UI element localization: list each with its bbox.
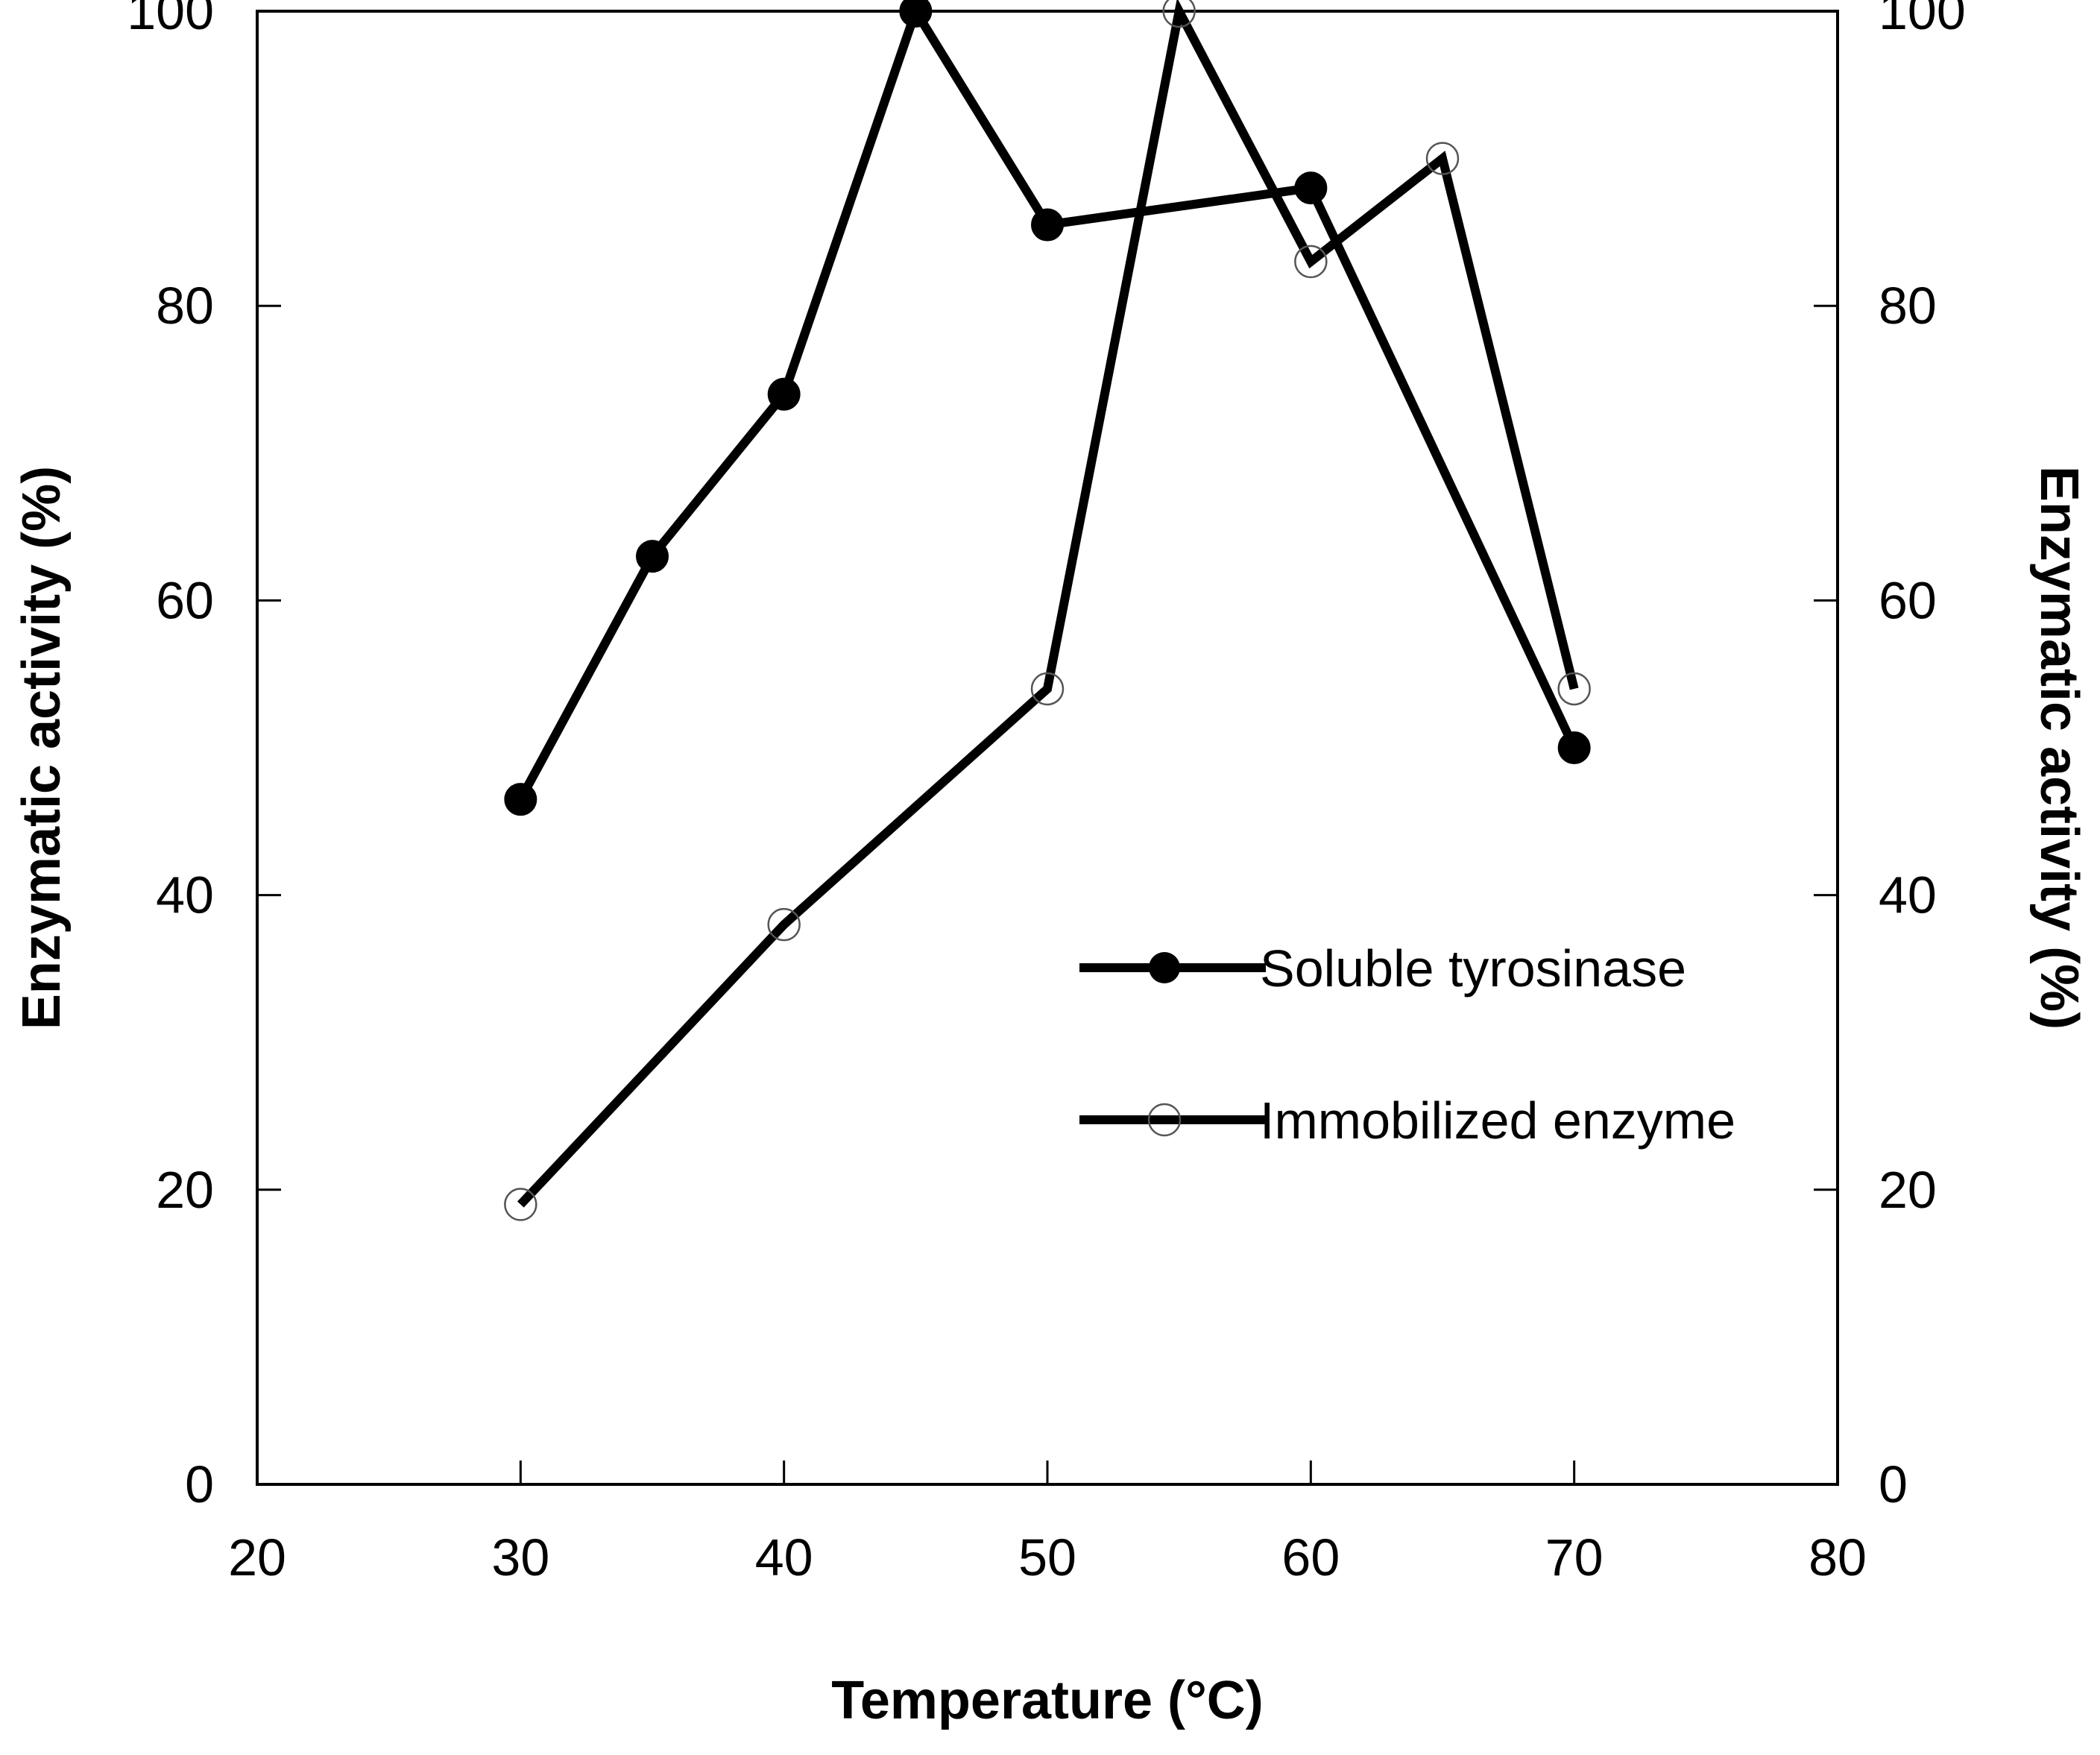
data-point <box>899 0 933 28</box>
y-left-tick-label: 20 <box>156 1161 214 1219</box>
series-immobilized-enzyme <box>504 0 1591 1221</box>
y-left-tick-label: 60 <box>156 571 214 629</box>
legend-marker <box>1149 952 1180 983</box>
data-point <box>504 783 537 816</box>
data-point <box>1030 672 1065 706</box>
legend-item: Soluble tyrosinase <box>1079 939 1686 998</box>
y-axis-right-ticks: 0 20 40 60 80 100 <box>1814 0 1966 1513</box>
y-axis-right-title: Enzymatic activity (%) <box>2029 466 2089 1030</box>
data-point <box>1031 208 1064 242</box>
data-point <box>1557 731 1591 764</box>
y-right-tick-label: 40 <box>1879 866 1937 924</box>
y-axis-left-ticks: 0 20 40 60 80 100 <box>127 0 281 1513</box>
data-point <box>1162 0 1196 28</box>
y-axis-left-title: Enzymatic activity (%) <box>12 466 72 1030</box>
data-point <box>767 907 801 942</box>
data-point <box>1294 171 1328 205</box>
data-point <box>1557 672 1591 706</box>
legend: Soluble tyrosinase Immobilized enzyme <box>1079 939 1735 1150</box>
y-right-tick-label: 80 <box>1879 277 1937 335</box>
data-point <box>767 377 801 411</box>
y-right-tick-label: 0 <box>1879 1455 1908 1513</box>
data-point <box>1294 245 1328 279</box>
x-tick-label: 40 <box>755 1528 813 1587</box>
legend-label: Immobilized enzyme <box>1260 1091 1735 1150</box>
y-right-tick-label: 20 <box>1879 1161 1937 1219</box>
data-point <box>1425 142 1460 175</box>
x-tick-label: 50 <box>1018 1528 1076 1587</box>
x-tick-label: 70 <box>1545 1528 1604 1587</box>
series-line <box>517 0 1579 1208</box>
data-point <box>504 1188 537 1221</box>
y-left-tick-label: 100 <box>127 0 214 40</box>
x-tick-label: 20 <box>228 1528 286 1587</box>
x-axis-ticks: 20 30 40 50 60 70 80 <box>228 1461 1867 1587</box>
y-left-tick-label: 40 <box>156 866 214 924</box>
x-tick-label: 30 <box>491 1528 549 1587</box>
series-soluble-tyrosinase <box>504 0 1591 816</box>
y-right-tick-label: 100 <box>1879 0 1966 40</box>
data-point <box>636 540 669 573</box>
legend-label: Soluble tyrosinase <box>1260 939 1686 998</box>
legend-marker <box>1147 1103 1182 1137</box>
x-axis-title: Temperature (°C) <box>831 1671 1264 1730</box>
y-right-tick-label: 60 <box>1879 571 1937 629</box>
legend-item: Immobilized enzyme <box>1079 1091 1735 1150</box>
x-tick-label: 60 <box>1281 1528 1340 1587</box>
y-left-tick-label: 0 <box>185 1455 214 1513</box>
y-left-tick-label: 80 <box>156 277 214 335</box>
series-layer <box>504 0 1591 1221</box>
x-tick-label: 80 <box>1809 1528 1867 1587</box>
